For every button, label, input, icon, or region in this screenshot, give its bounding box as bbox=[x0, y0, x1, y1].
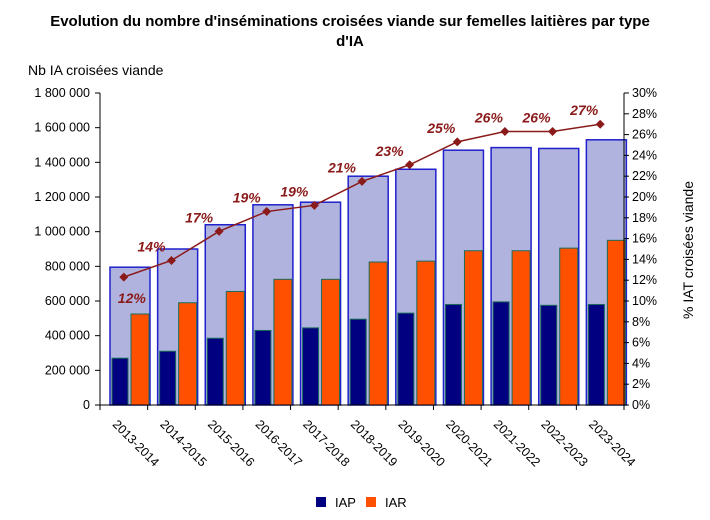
y-tick-label: 200 000 bbox=[45, 363, 90, 377]
y2-tick-label: 24% bbox=[632, 148, 657, 162]
bar-iar-2 bbox=[225, 290, 245, 406]
pct-marker-5 bbox=[357, 176, 367, 186]
pct-marker-2 bbox=[214, 226, 224, 236]
pct-label-3: 19% bbox=[233, 190, 262, 206]
y-axis-label: Nb IA croisées viande bbox=[28, 62, 164, 78]
pct-marker-0 bbox=[119, 272, 129, 282]
y2-tick-label: 8% bbox=[632, 315, 650, 329]
bar-iar-1 bbox=[178, 302, 198, 406]
x-tick-label: 2017-2018 bbox=[300, 417, 352, 469]
bar-iap-4 bbox=[302, 327, 320, 406]
x-tick-label: 2019-2020 bbox=[396, 417, 448, 469]
y2-tick-label: 22% bbox=[632, 169, 657, 183]
pct-marker-4 bbox=[309, 200, 319, 210]
x-tick-label: 2015-2016 bbox=[205, 417, 257, 469]
pct-label-1: 14% bbox=[137, 238, 166, 254]
y-tick-label: 1 400 000 bbox=[34, 155, 90, 169]
bar-iar-7 bbox=[463, 250, 483, 406]
y2-axis-label: % IAT croisées viande bbox=[680, 181, 696, 319]
y2-tick-label: 0% bbox=[632, 398, 650, 412]
bar-iar-4 bbox=[321, 278, 341, 406]
y2-tick-label: 26% bbox=[632, 128, 657, 142]
y2-tick-label: 6% bbox=[632, 336, 650, 350]
x-tick-label: 2020-2021 bbox=[443, 417, 495, 469]
bar-iar-8 bbox=[511, 250, 531, 406]
bar-iar-0 bbox=[130, 313, 150, 406]
legend-swatch-iap bbox=[316, 497, 326, 507]
y2-tick-label: 10% bbox=[632, 294, 657, 308]
bar-iar-6 bbox=[416, 260, 436, 406]
bar-iap-2 bbox=[206, 337, 224, 406]
bar-iap-8 bbox=[492, 301, 510, 406]
chart-title-line-1: Evolution du nombre d'inséminations croi… bbox=[50, 13, 650, 30]
bar-iar-3 bbox=[273, 278, 293, 406]
x-tick-label: 2016-2017 bbox=[253, 417, 305, 469]
y2-tick-label: 12% bbox=[632, 273, 657, 287]
x-tick-label: 2023-2024 bbox=[586, 417, 638, 469]
legend-label-iap: IAP bbox=[335, 495, 356, 510]
y2-tick-label: 4% bbox=[632, 356, 650, 370]
x-tick-label: 2014-2015 bbox=[157, 417, 209, 469]
y2-tick-label: 30% bbox=[632, 86, 657, 100]
bar-iap-3 bbox=[254, 329, 272, 406]
y2-tick-label: 14% bbox=[632, 252, 657, 266]
bar-iap-5 bbox=[349, 318, 367, 406]
pct-label-7: 25% bbox=[426, 120, 456, 136]
pct-marker-10 bbox=[595, 119, 605, 129]
bar-iap-10 bbox=[587, 303, 605, 406]
y-tick-label: 800 000 bbox=[45, 259, 90, 273]
pct-label-9: 26% bbox=[522, 109, 552, 125]
pct-label-8: 26% bbox=[474, 109, 504, 125]
x-tick-label: 2018-2019 bbox=[348, 417, 400, 469]
pct-label-2: 17% bbox=[185, 209, 214, 225]
pct-marker-1 bbox=[166, 255, 176, 265]
bar-iap-7 bbox=[444, 303, 462, 406]
y2-tick-label: 18% bbox=[632, 211, 657, 225]
bar-iar-10 bbox=[606, 239, 626, 406]
bar-iar-9 bbox=[559, 247, 579, 406]
x-tick-label: 2013-2014 bbox=[110, 417, 162, 469]
x-tick-label: 2021-2022 bbox=[491, 417, 543, 469]
legend-swatch-iar bbox=[366, 497, 376, 507]
bar-iap-6 bbox=[397, 312, 415, 406]
pct-label-0: 12% bbox=[118, 290, 147, 306]
pct-label-10: 27% bbox=[569, 102, 599, 118]
x-tick-label: 2022-2023 bbox=[538, 417, 590, 469]
y-tick-label: 1 200 000 bbox=[34, 190, 90, 204]
y-tick-label: 1 000 000 bbox=[34, 225, 90, 239]
bar-iap-1 bbox=[159, 350, 177, 406]
bar-iar-5 bbox=[368, 261, 388, 406]
y-tick-label: 1 600 000 bbox=[34, 121, 90, 135]
bar-iap-9 bbox=[540, 304, 558, 406]
y-tick-label: 1 800 000 bbox=[34, 86, 90, 100]
bar-iap-0 bbox=[111, 357, 129, 406]
pct-marker-3 bbox=[262, 207, 272, 217]
pct-marker-9 bbox=[548, 126, 558, 136]
y-tick-label: 0 bbox=[83, 398, 90, 412]
pct-label-5: 21% bbox=[327, 159, 357, 175]
chart-title-line-2: d'IA bbox=[336, 33, 364, 50]
plot-area: 0 200 000 400 000 600 000 800 000 1 000 000 1 … bbox=[34, 86, 657, 469]
pct-marker-8 bbox=[500, 126, 510, 136]
y-tick-label: 400 000 bbox=[45, 329, 90, 343]
y2-tick-label: 20% bbox=[632, 190, 657, 204]
y2-tick-label: 2% bbox=[632, 377, 650, 391]
legend-label-iar: IAR bbox=[385, 495, 407, 510]
y2-tick-label: 28% bbox=[632, 107, 657, 121]
pct-marker-6 bbox=[405, 160, 415, 170]
pct-label-4: 19% bbox=[280, 183, 309, 199]
pct-marker-7 bbox=[452, 137, 462, 147]
y2-tick-label: 16% bbox=[632, 232, 657, 246]
y-tick-label: 600 000 bbox=[45, 294, 90, 308]
pct-label-6: 23% bbox=[375, 143, 405, 159]
legend: IAP IAR bbox=[316, 495, 407, 510]
